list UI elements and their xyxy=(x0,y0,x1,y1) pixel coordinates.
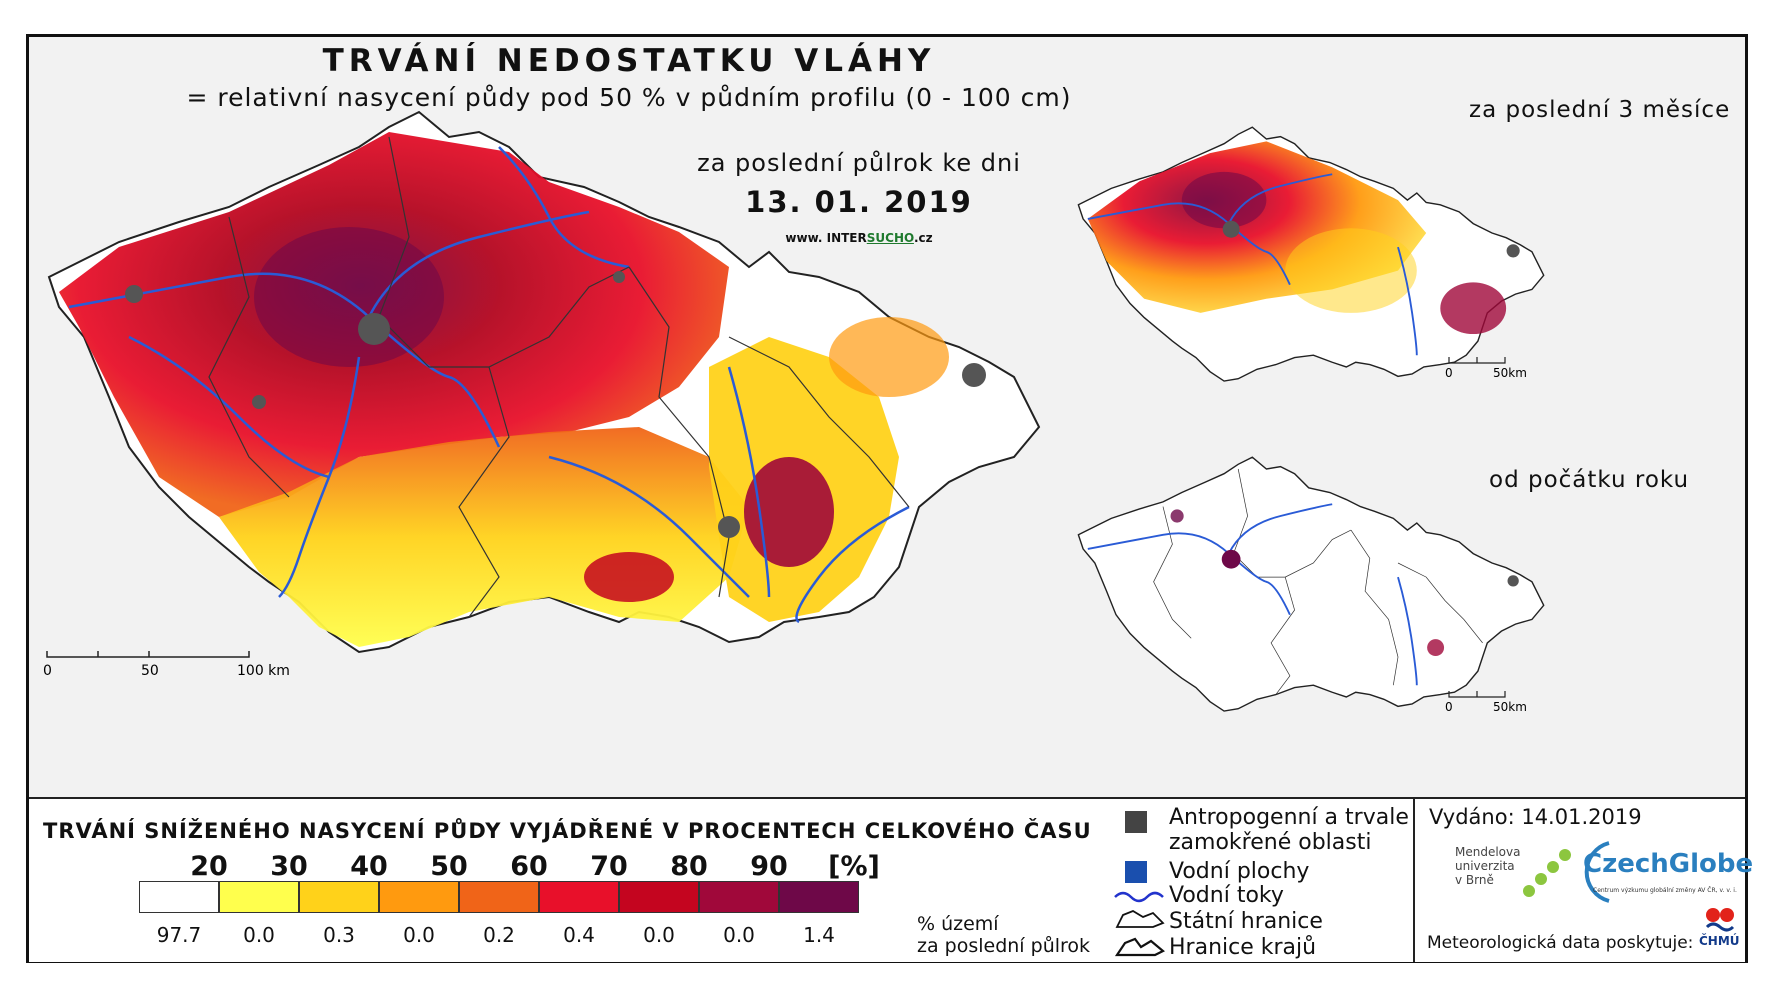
inset-year-map xyxy=(1077,456,1545,712)
inset1-scale-0: 0 xyxy=(1445,366,1453,380)
map-subtitle: = relativní nasycení půdy pod 50 % v půd… xyxy=(186,83,1072,112)
chmu-label: ČHMÚ xyxy=(1699,934,1740,948)
percent-note: % území za poslední půlrok xyxy=(917,913,1090,957)
czechglobe-subtitle: Centrum výzkumu globální změny AV ČR, v.… xyxy=(1593,887,1737,894)
legend-pct-5: 0.4 xyxy=(563,923,595,947)
rivers xyxy=(68,146,910,624)
legend-pct-6: 0.0 xyxy=(643,923,675,947)
legend-pct-0: 97.7 xyxy=(156,923,202,947)
inset-3m-map xyxy=(1077,126,1545,382)
scale-bar-inset-1 xyxy=(1448,357,1506,364)
legend-pct-8: 1.4 xyxy=(803,923,835,947)
threshold-70: 70 xyxy=(590,851,628,882)
dryness-core xyxy=(254,227,444,367)
inset1-scale-50: 50km xyxy=(1493,366,1527,380)
scale-0: 0 xyxy=(43,663,52,679)
scale-bar-main xyxy=(46,651,250,658)
legend-pct-7: 0.0 xyxy=(723,923,755,947)
water-body-icon xyxy=(1125,861,1147,883)
legend-bin-90 xyxy=(779,881,859,913)
chmu-logo-icon xyxy=(1705,908,1735,932)
legend-pct-1: 0.0 xyxy=(243,923,275,947)
legend-pct-4: 0.2 xyxy=(483,923,515,947)
threshold-unit: [%] xyxy=(828,851,880,882)
legend-title: TRVÁNÍ SNÍŽENÉHO NASYCENÍ PŮDY VYJÁDŘENÉ… xyxy=(43,819,1092,843)
legend-bin-40 xyxy=(379,881,459,913)
czechglobe-logo: CzechGlobe xyxy=(1583,849,1754,879)
date-label: 13. 01. 2019 xyxy=(745,185,973,219)
urban-areas xyxy=(125,271,986,538)
river-symbol-icon xyxy=(1114,891,1164,903)
region-border-icon xyxy=(1114,937,1165,957)
main-map: 0 50 100 km 0 50km xyxy=(43,110,1545,714)
state-border-icon xyxy=(1115,909,1165,928)
mendel-logo-icon xyxy=(1523,849,1571,897)
legend-bin-70 xyxy=(619,881,699,913)
legend-bin-50 xyxy=(459,881,539,913)
threshold-30: 30 xyxy=(270,851,308,882)
legend-bin-20 xyxy=(219,881,299,913)
scale-bar-inset-2 xyxy=(1448,691,1506,698)
threshold-80: 80 xyxy=(670,851,708,882)
threshold-90: 90 xyxy=(750,851,788,882)
threshold-50: 50 xyxy=(430,851,468,882)
scale-100: 100 km xyxy=(237,663,290,679)
legend-urban: Antropogenní a trvale zamokřené oblasti xyxy=(1169,805,1409,855)
legend-panel: TRVÁNÍ SNÍŽENÉHO NASYCENÍ PŮDY VYJÁDŘENÉ… xyxy=(29,797,1753,962)
website-prefix: www. INTER xyxy=(785,231,867,245)
threshold-20: 20 xyxy=(190,851,228,882)
period-label: za poslední půlrok ke dni xyxy=(697,149,1021,177)
legend-rivers: Vodní toky xyxy=(1169,883,1284,908)
mendel-logo-text: Mendelova univerzita v Brně xyxy=(1455,845,1520,887)
urban-symbol-icon xyxy=(1125,811,1147,833)
inset2-scale-0: 0 xyxy=(1445,700,1453,714)
map-frame: TRVÁNÍ NEDOSTATKU VLÁHY = relativní nasy… xyxy=(26,34,1753,963)
percent-note-1: % území xyxy=(917,913,999,935)
meteo-credit: Meteorologická data poskytuje: xyxy=(1427,933,1694,953)
mendel-line2: univerzita xyxy=(1455,859,1515,873)
threshold-60: 60 xyxy=(510,851,548,882)
threshold-40: 40 xyxy=(350,851,388,882)
inset2-scale-50: 50km xyxy=(1493,700,1527,714)
region-borders xyxy=(208,136,910,618)
mendel-line1: Mendelova xyxy=(1455,845,1521,859)
issued-date: Vydáno: 14.01.2019 xyxy=(1429,805,1642,829)
map-title: TRVÁNÍ NEDOSTATKU VLÁHY xyxy=(322,43,936,79)
website-suffix: .cz xyxy=(913,231,933,245)
inset-3m-label: za poslední 3 měsíce xyxy=(1469,97,1731,123)
legend-pct-3: 0.0 xyxy=(403,923,435,947)
dryness-south-spot xyxy=(584,552,674,602)
scale-50: 50 xyxy=(141,663,159,679)
inset-year-label: od počátku roku xyxy=(1489,467,1690,493)
legend-state-border: Státní hranice xyxy=(1169,909,1323,934)
legend-bin-80 xyxy=(699,881,779,913)
legend-pct-2: 0.3 xyxy=(323,923,355,947)
map-area: TRVÁNÍ NEDOSTATKU VLÁHY = relativní nasy… xyxy=(29,37,1745,797)
legend-urban-line1: Antropogenní a trvale xyxy=(1169,805,1409,830)
dryness-northeast xyxy=(829,317,949,397)
website-highlight: SUCHO xyxy=(866,231,914,245)
dryness-moravia-core xyxy=(744,457,834,567)
legend-bin-30 xyxy=(299,881,379,913)
mendel-line3: v Brně xyxy=(1455,873,1494,887)
credits-divider xyxy=(1413,799,1415,962)
legend-bin-0 xyxy=(139,881,219,913)
legend-bin-60 xyxy=(539,881,619,913)
czechglobe-arc-icon xyxy=(1584,841,1610,903)
legend-region-border: Hranice krajů xyxy=(1169,935,1317,960)
legend-water-bodies: Vodní plochy xyxy=(1169,859,1310,884)
legend-urban-line2: zamokřené oblasti xyxy=(1169,830,1372,855)
website-label: www. INTERSUCHO.cz xyxy=(649,231,1069,245)
percent-note-2: za poslední půlrok xyxy=(917,935,1091,957)
